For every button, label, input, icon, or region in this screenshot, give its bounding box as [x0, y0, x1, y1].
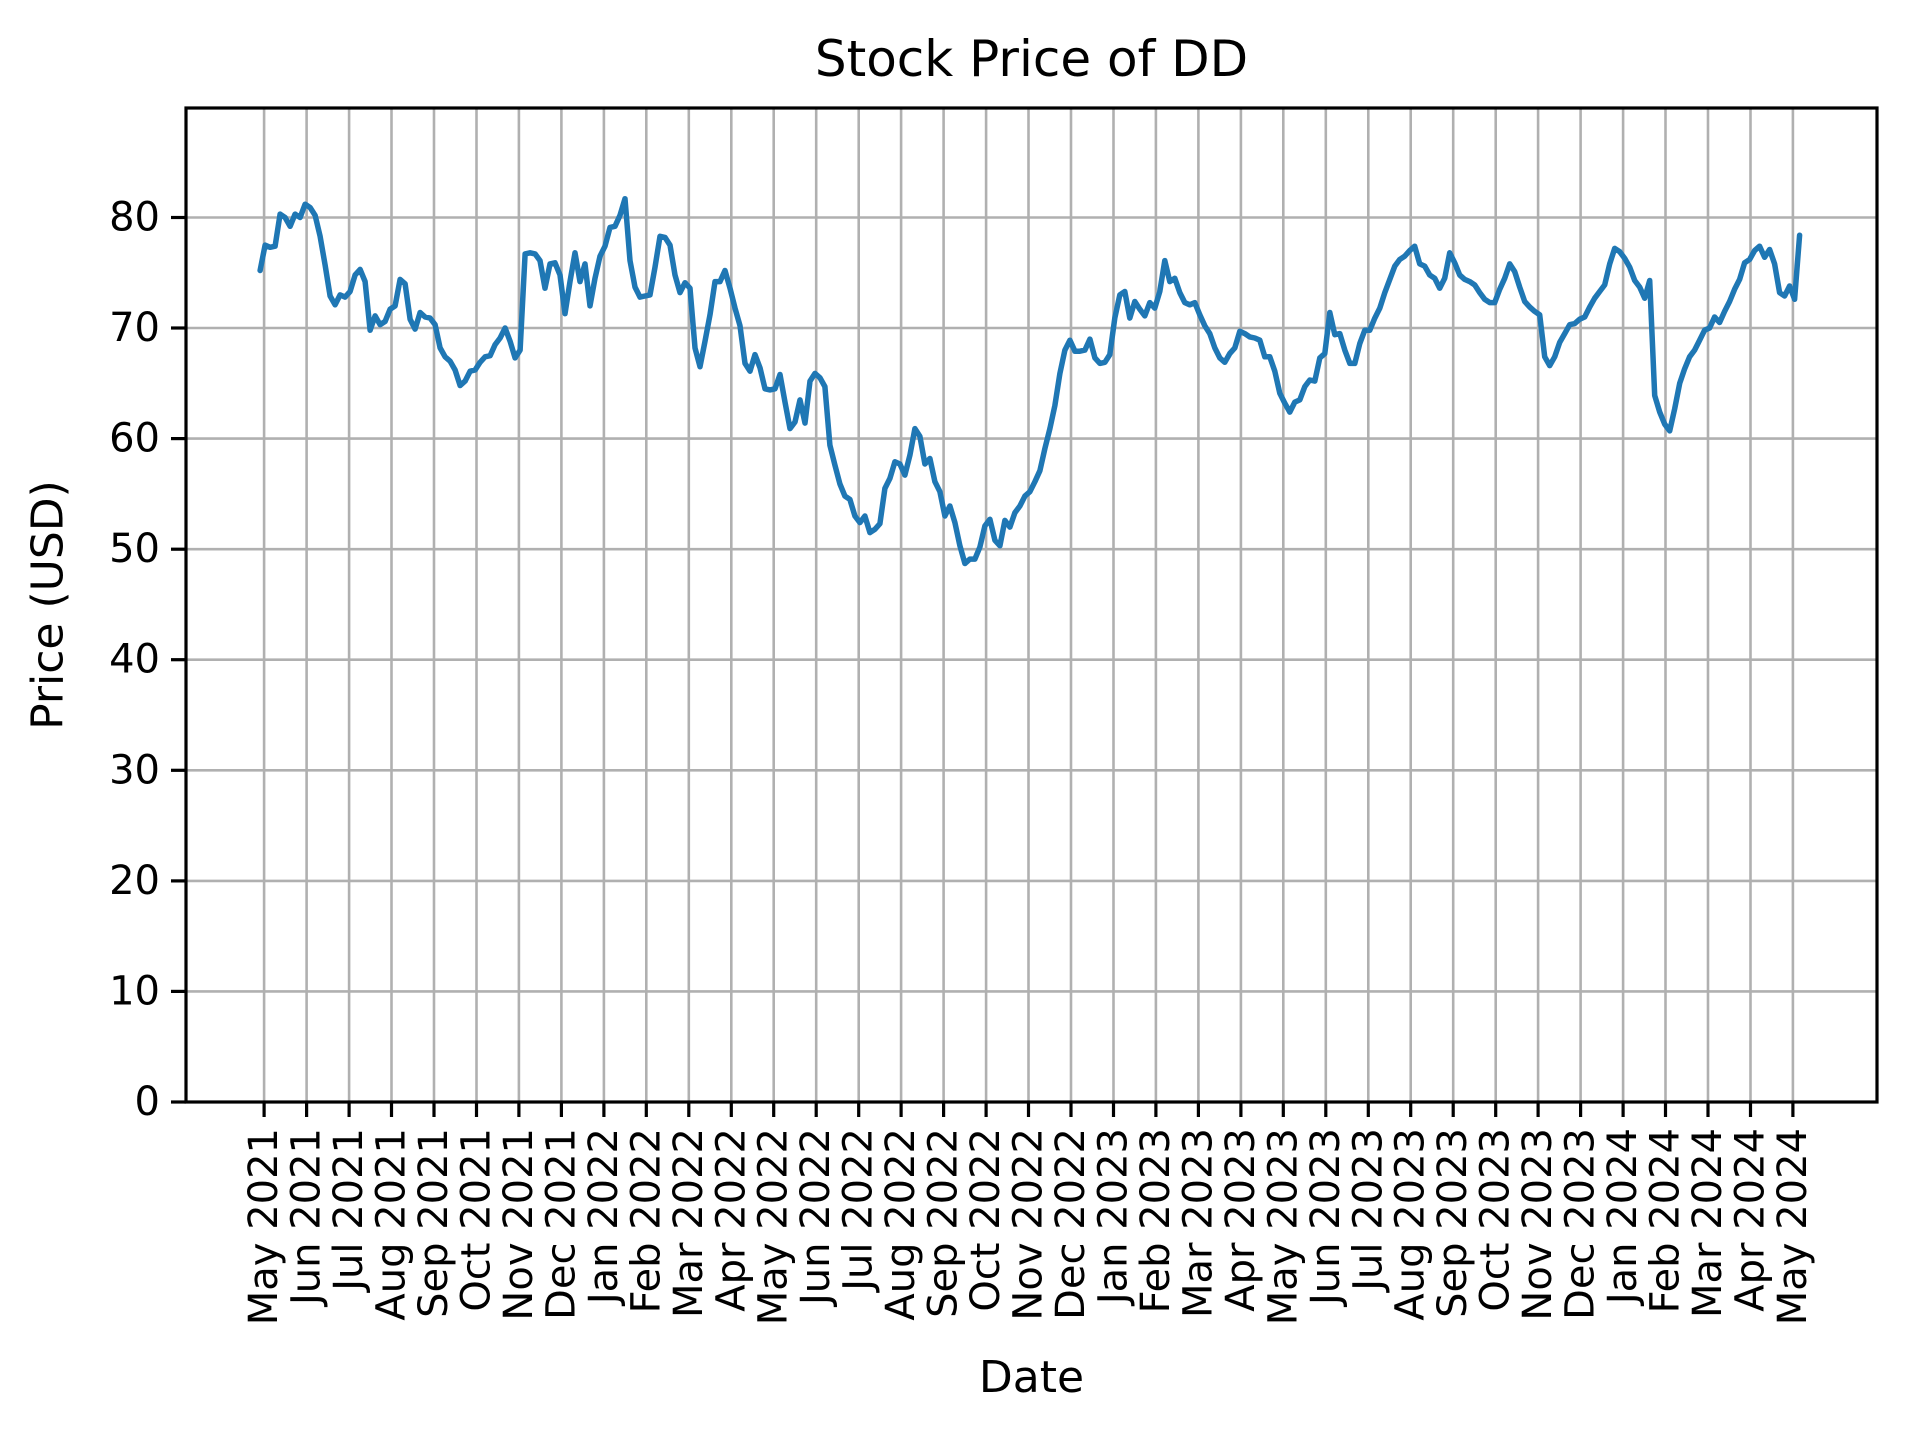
x-tick-label: Oct 2023 — [1473, 1128, 1519, 1312]
x-tick-label: Feb 2022 — [623, 1128, 669, 1313]
x-tick-label: Dec 2021 — [538, 1128, 584, 1320]
x-tick-label: May 2022 — [751, 1128, 797, 1325]
x-tick-label: Jun 2022 — [793, 1128, 839, 1308]
x-tick-label: Apr 2022 — [708, 1128, 754, 1312]
plot-border — [184, 106, 1879, 1104]
y-tick-label: 40 — [109, 637, 160, 683]
y-tick-label: 20 — [109, 858, 160, 904]
x-tick-label: Aug 2021 — [369, 1128, 415, 1321]
y-tick-label: 10 — [109, 968, 160, 1014]
x-tick-label: Oct 2022 — [963, 1128, 1009, 1312]
x-tick-label: Feb 2023 — [1133, 1128, 1179, 1313]
y-tick-label: 0 — [135, 1079, 160, 1125]
x-tick-label: Jun 2023 — [1303, 1128, 1349, 1308]
x-tick-label: Mar 2024 — [1685, 1128, 1731, 1318]
x-tick-label: Jun 2021 — [284, 1128, 330, 1308]
x-axis-label: Date — [978, 1352, 1085, 1403]
x-tick-label: Jan 2022 — [581, 1128, 627, 1307]
chart-title: Stock Price of DD — [814, 30, 1249, 88]
y-tick-label: 60 — [109, 416, 160, 462]
x-tick-label: Jul 2023 — [1345, 1128, 1391, 1294]
x-tick-label: Mar 2023 — [1175, 1128, 1221, 1318]
x-tick-label: May 2023 — [1260, 1128, 1306, 1325]
x-tick-label: May 2024 — [1770, 1128, 1816, 1325]
x-tick-label: Jan 2024 — [1600, 1128, 1646, 1307]
x-tick-label: Sep 2021 — [411, 1128, 457, 1318]
x-tick-label: Mar 2022 — [666, 1128, 712, 1318]
x-tick-label: Dec 2022 — [1048, 1128, 1094, 1320]
x-tick-label: Jan 2023 — [1091, 1128, 1137, 1307]
x-tick-label: May 2021 — [241, 1128, 287, 1325]
x-tick-label: Sep 2022 — [921, 1128, 967, 1318]
x-tick-label: Apr 2023 — [1218, 1128, 1264, 1312]
y-tick-label: 80 — [109, 195, 160, 241]
y-tick-label: 50 — [109, 526, 160, 572]
x-tick-label: Jul 2022 — [836, 1128, 882, 1294]
x-tick-label: Aug 2022 — [878, 1128, 924, 1321]
y-tick-label: 70 — [109, 305, 160, 351]
x-tick-label: Oct 2021 — [454, 1128, 500, 1312]
x-tick-label: Sep 2023 — [1430, 1128, 1476, 1318]
x-tick-label: Feb 2024 — [1643, 1128, 1689, 1313]
y-axis-label: Price (USD) — [22, 480, 74, 730]
x-tick-label: Aug 2023 — [1388, 1128, 1434, 1321]
x-tick-label: Apr 2024 — [1728, 1128, 1774, 1312]
x-tick-label: Nov 2023 — [1515, 1128, 1561, 1321]
x-tick-label: Dec 2023 — [1558, 1128, 1604, 1320]
price-line — [257, 195, 1803, 567]
y-tick-label: 30 — [109, 747, 160, 793]
x-tick-label: Nov 2021 — [496, 1128, 542, 1321]
x-tick-label: Nov 2022 — [1006, 1128, 1052, 1321]
x-tick-label: Jul 2021 — [326, 1128, 372, 1294]
